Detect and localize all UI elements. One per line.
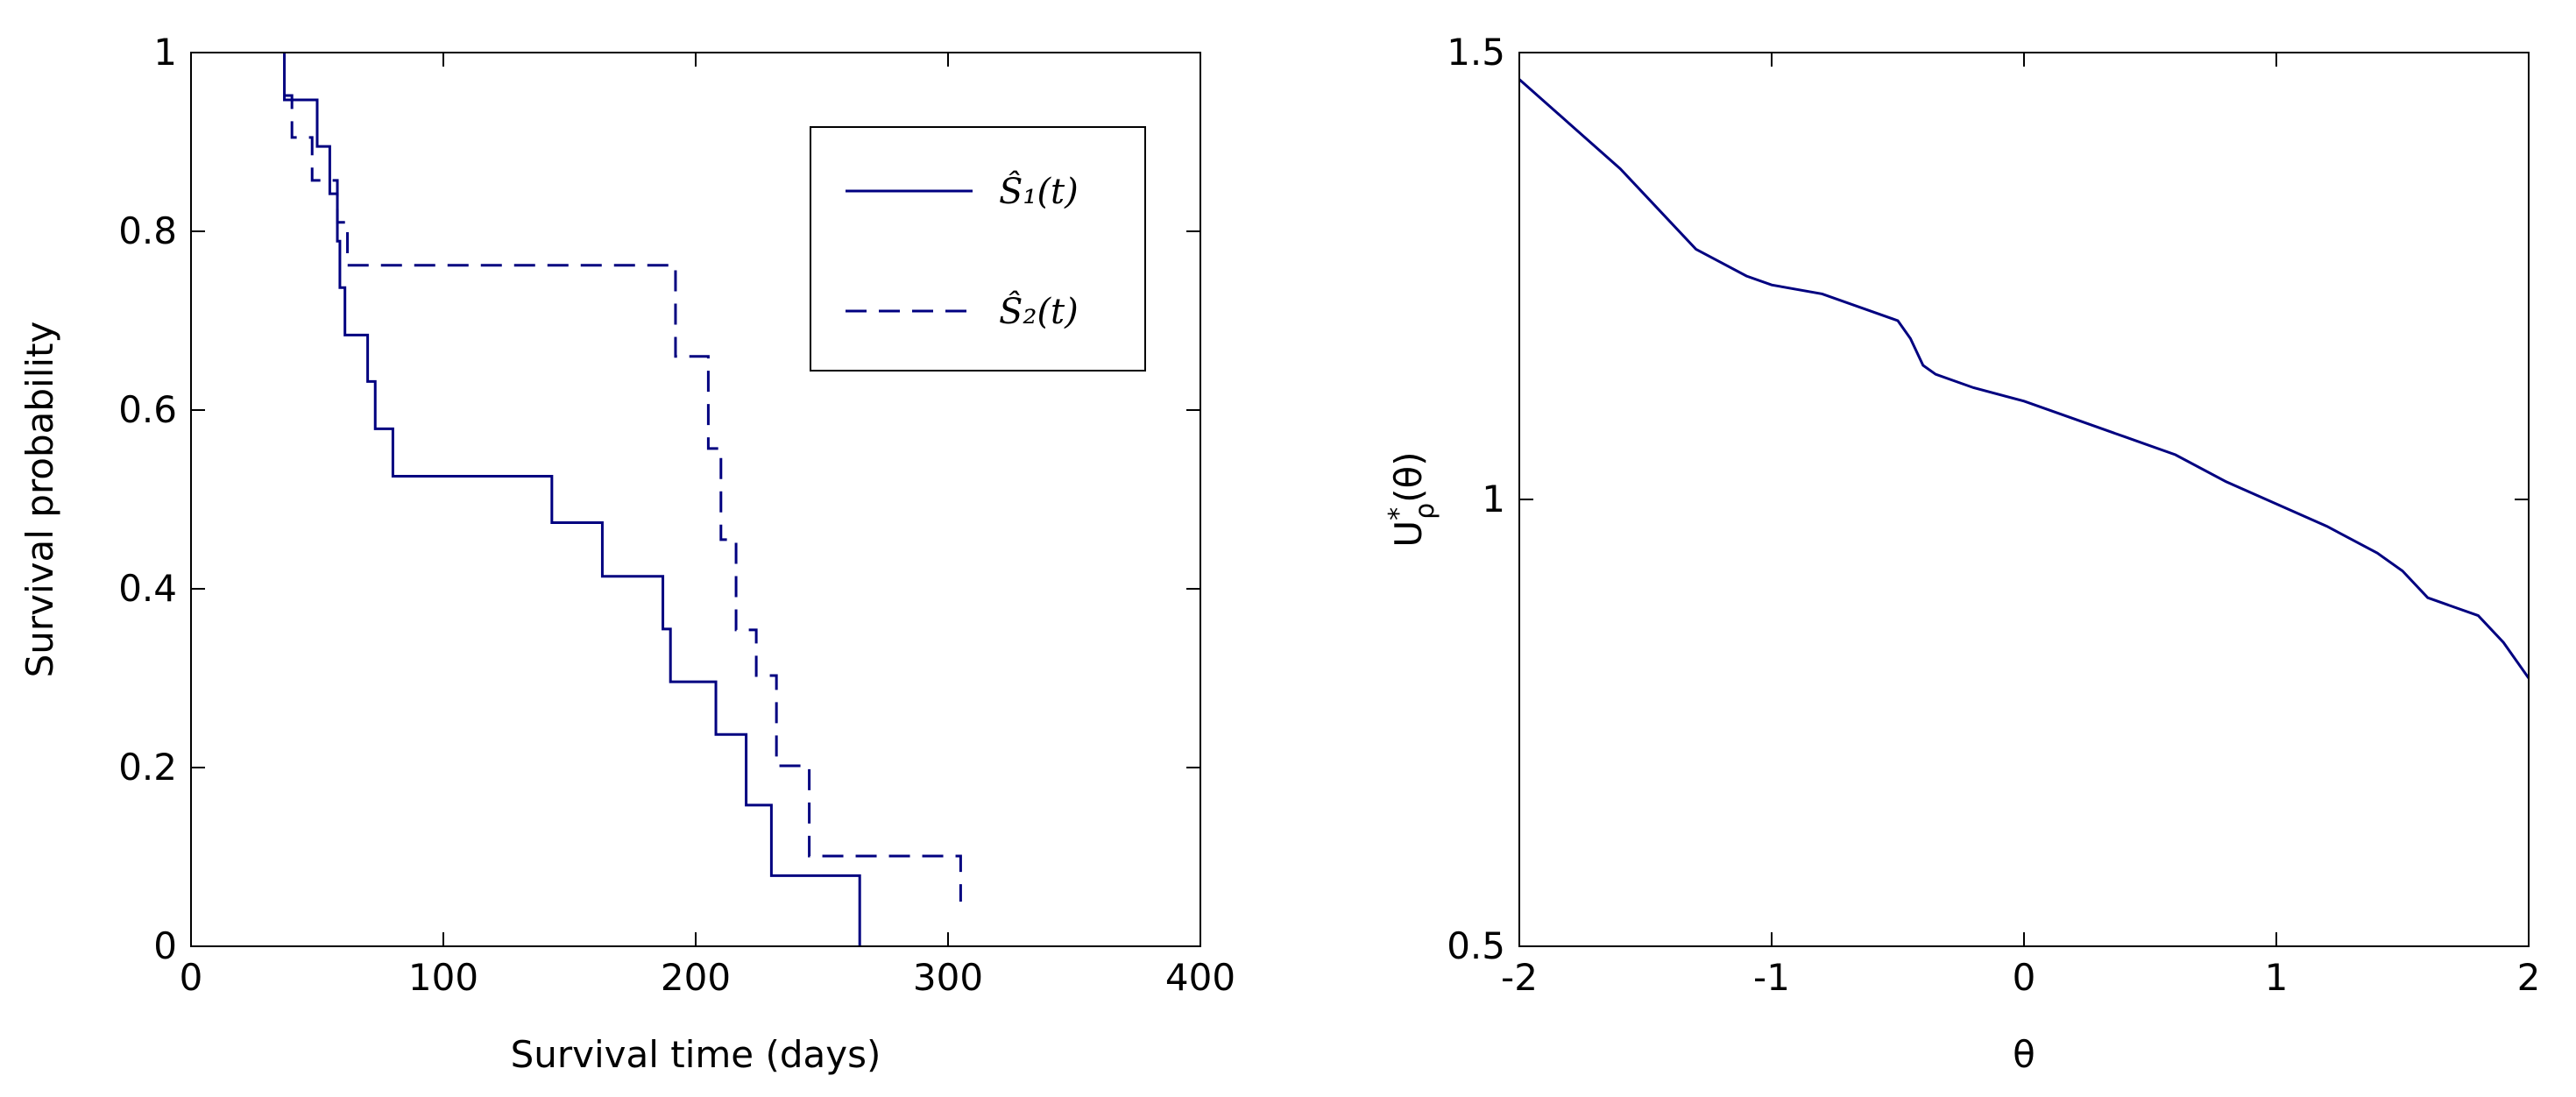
u-rho-chart: -2 -1 0 1 2 0.5 1 1.5 θ U*ρ(θ) [1384,31,2540,1076]
survival-ylabel: Survival probability [18,322,61,678]
survival-series [283,53,962,946]
u-rho-line-1 [1518,78,2530,679]
u-rho-xtick-label: 0 [2013,956,2036,999]
survival-legend: Ŝ₁(t) Ŝ₂(t) [810,126,1146,372]
survival-xtick-label: 300 [913,956,983,999]
ylabel-star: * [1384,507,1414,520]
survival-ytick-label: 0.8 [118,209,177,252]
u-rho-ticks: -2 -1 0 1 2 0.5 1 1.5 [1447,31,2540,999]
u-rho-xtick-label: -1 [1753,956,1790,999]
survival-chart: 0 100 200 300 400 0 0.2 0.4 0.6 0.8 1 Survival tim… [18,31,1235,1076]
legend-entry-s1: Ŝ₁(t) [999,171,1079,212]
u-rho-xlabel: θ [2013,1033,2035,1076]
u-rho-xtick-label: -2 [1501,956,1538,999]
u-rho-ylabel: U*ρ(θ) [1384,451,1440,547]
u-rho-ytick-label: 1 [1482,478,1505,520]
legend-entry-s2: Ŝ₂(t) [999,291,1079,332]
survival-ytick-label: 0 [153,924,177,967]
survival-ytick-label: 0.4 [118,567,177,610]
survival-line-2 [284,94,962,902]
legend-box [810,126,1146,372]
u-rho-series [1518,78,2530,679]
svg-text:U*ρ(θ): U*ρ(θ) [1384,451,1440,547]
survival-ticks: 0 100 200 300 400 0 0.2 0.4 0.6 0.8 1 [118,31,1235,999]
u-rho-xtick-label: 1 [2265,956,2289,999]
survival-xtick-label: 200 [661,956,731,999]
u-rho-ytick-label: 1.5 [1447,31,1505,74]
survival-ytick-label: 0.2 [118,746,177,789]
survival-xtick-label: 400 [1165,956,1235,999]
u-rho-xtick-label: 2 [2517,956,2541,999]
ylabel-theta: (θ) [1387,451,1430,502]
ylabel-u: U [1387,520,1430,548]
ylabel-rho: ρ [1410,503,1440,520]
u-rho-ytick-label: 0.5 [1447,924,1505,967]
survival-ytick-label: 1 [153,31,177,74]
survival-line-1 [283,53,861,946]
survival-xtick-label: 100 [408,956,478,999]
survival-ytick-label: 0.6 [118,388,177,431]
survival-xlabel: Survival time (days) [511,1033,881,1076]
survival-xtick-label: 0 [180,956,203,999]
